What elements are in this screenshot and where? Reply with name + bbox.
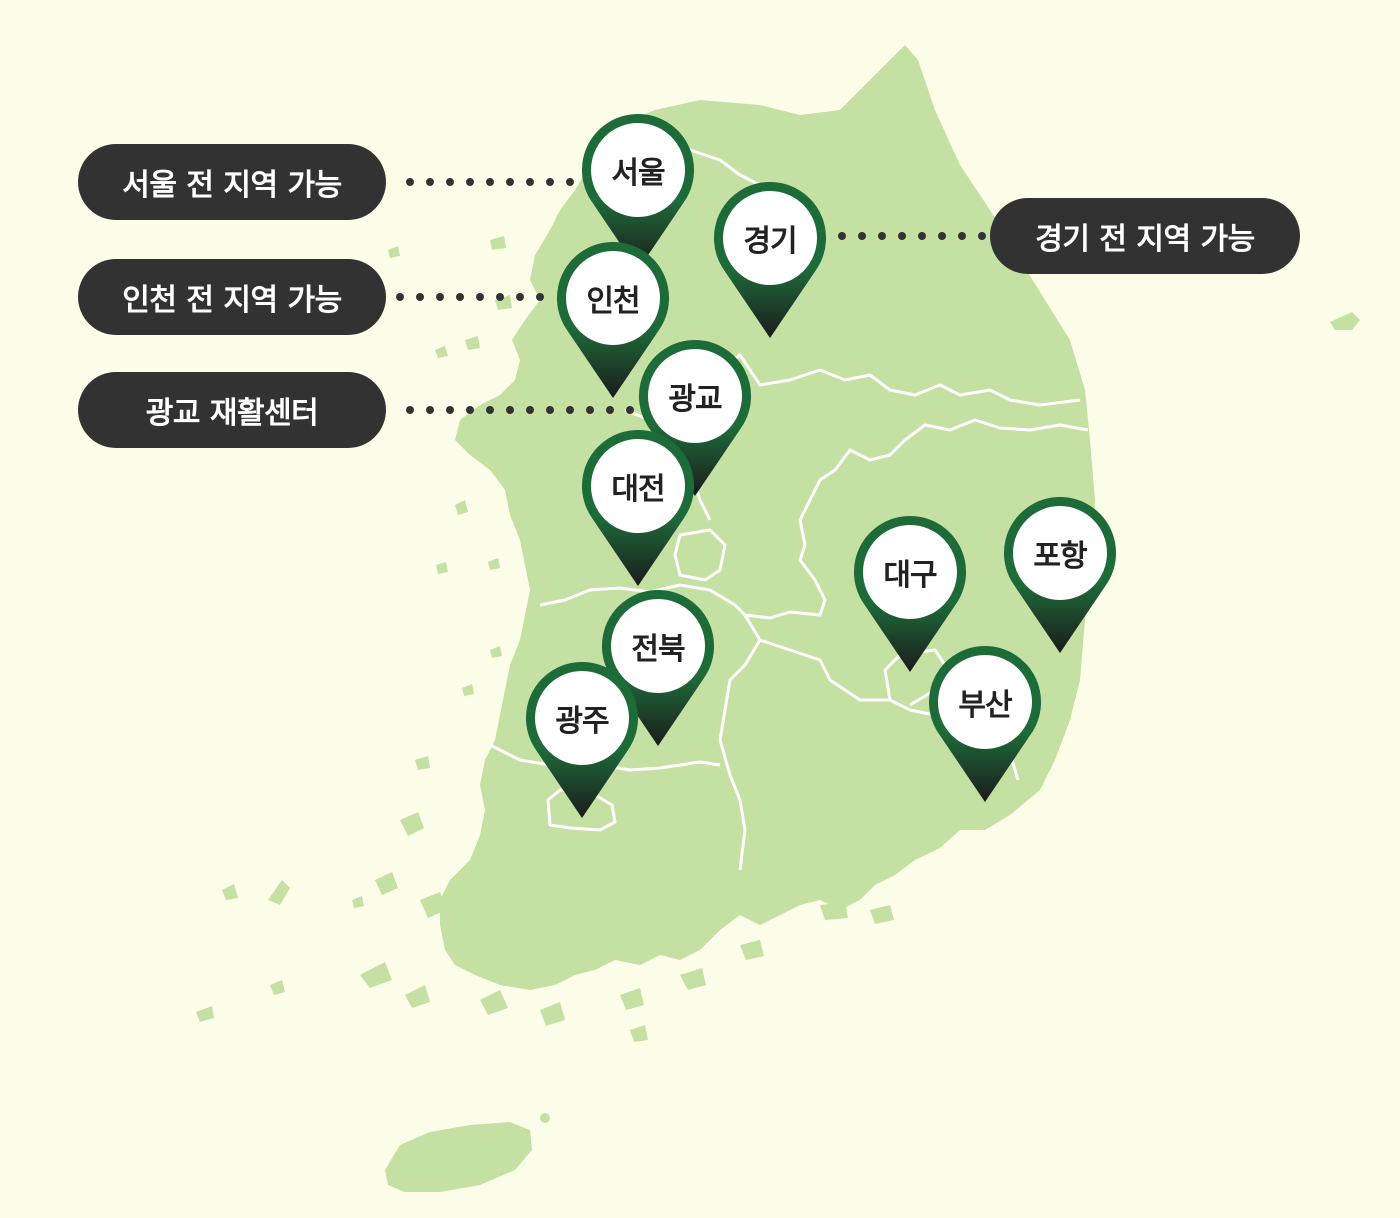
pin-busan[interactable]: 부산	[927, 644, 1043, 804]
callout-gyeonggi-label: 경기 전 지역 가능	[1035, 222, 1255, 257]
pin-gwanggyo-label: 광교	[668, 382, 722, 417]
map-pin-icon	[581, 429, 695, 586]
pin-daegu[interactable]: 대구	[852, 514, 968, 674]
pin-daejeon-label: 대전	[611, 472, 665, 507]
pin-busan-label: 부산	[958, 688, 1012, 723]
map-pin-icon	[1003, 496, 1117, 653]
pin-gwanggyo[interactable]: 광교	[637, 338, 753, 498]
pin-daejeon[interactable]: 대전	[580, 428, 696, 588]
map-pin-icon	[525, 662, 639, 818]
map-pin-icon	[928, 646, 1042, 802]
callout-incheon-label: 인천 전 지역 가능	[122, 283, 342, 318]
callout-incheon: 인천 전 지역 가능	[78, 259, 386, 335]
callout-gwanggyo-label: 광교 재활센터	[145, 396, 319, 431]
pin-daegu-label: 대구	[883, 558, 937, 593]
pin-gyeonggi[interactable]: 경기	[712, 180, 828, 340]
map-pin-icon	[601, 590, 715, 746]
connector-lines	[396, 178, 986, 414]
callout-seoul: 서울 전 지역 가능	[78, 144, 386, 220]
pin-gwangju-label: 광주	[555, 704, 609, 739]
map-pin-icon	[713, 181, 827, 338]
callout-gyeonggi: 경기 전 지역 가능	[990, 198, 1300, 274]
pin-seoul-label: 서울	[611, 156, 665, 191]
pin-incheon-label: 인천	[586, 284, 640, 319]
pin-gyeonggi-label: 경기	[743, 224, 797, 259]
pin-pohang[interactable]: 포항	[1002, 495, 1118, 655]
callout-gwanggyo: 광교 재활센터	[78, 372, 386, 448]
map-pin-icon	[853, 516, 967, 672]
pin-seoul[interactable]: 서울	[580, 112, 696, 272]
pin-jeonbuk-label: 전북	[631, 632, 685, 667]
callout-seoul-label: 서울 전 지역 가능	[122, 168, 342, 203]
pin-pohang-label: 포항	[1033, 539, 1087, 574]
map-pin-icon	[638, 339, 752, 496]
pin-gwangju[interactable]: 광주	[524, 660, 640, 820]
pin-jeonbuk[interactable]: 전북	[600, 588, 716, 748]
pin-incheon[interactable]: 인천	[555, 240, 671, 400]
map-pin-icon	[581, 113, 695, 270]
map-pin-icon	[556, 241, 670, 398]
